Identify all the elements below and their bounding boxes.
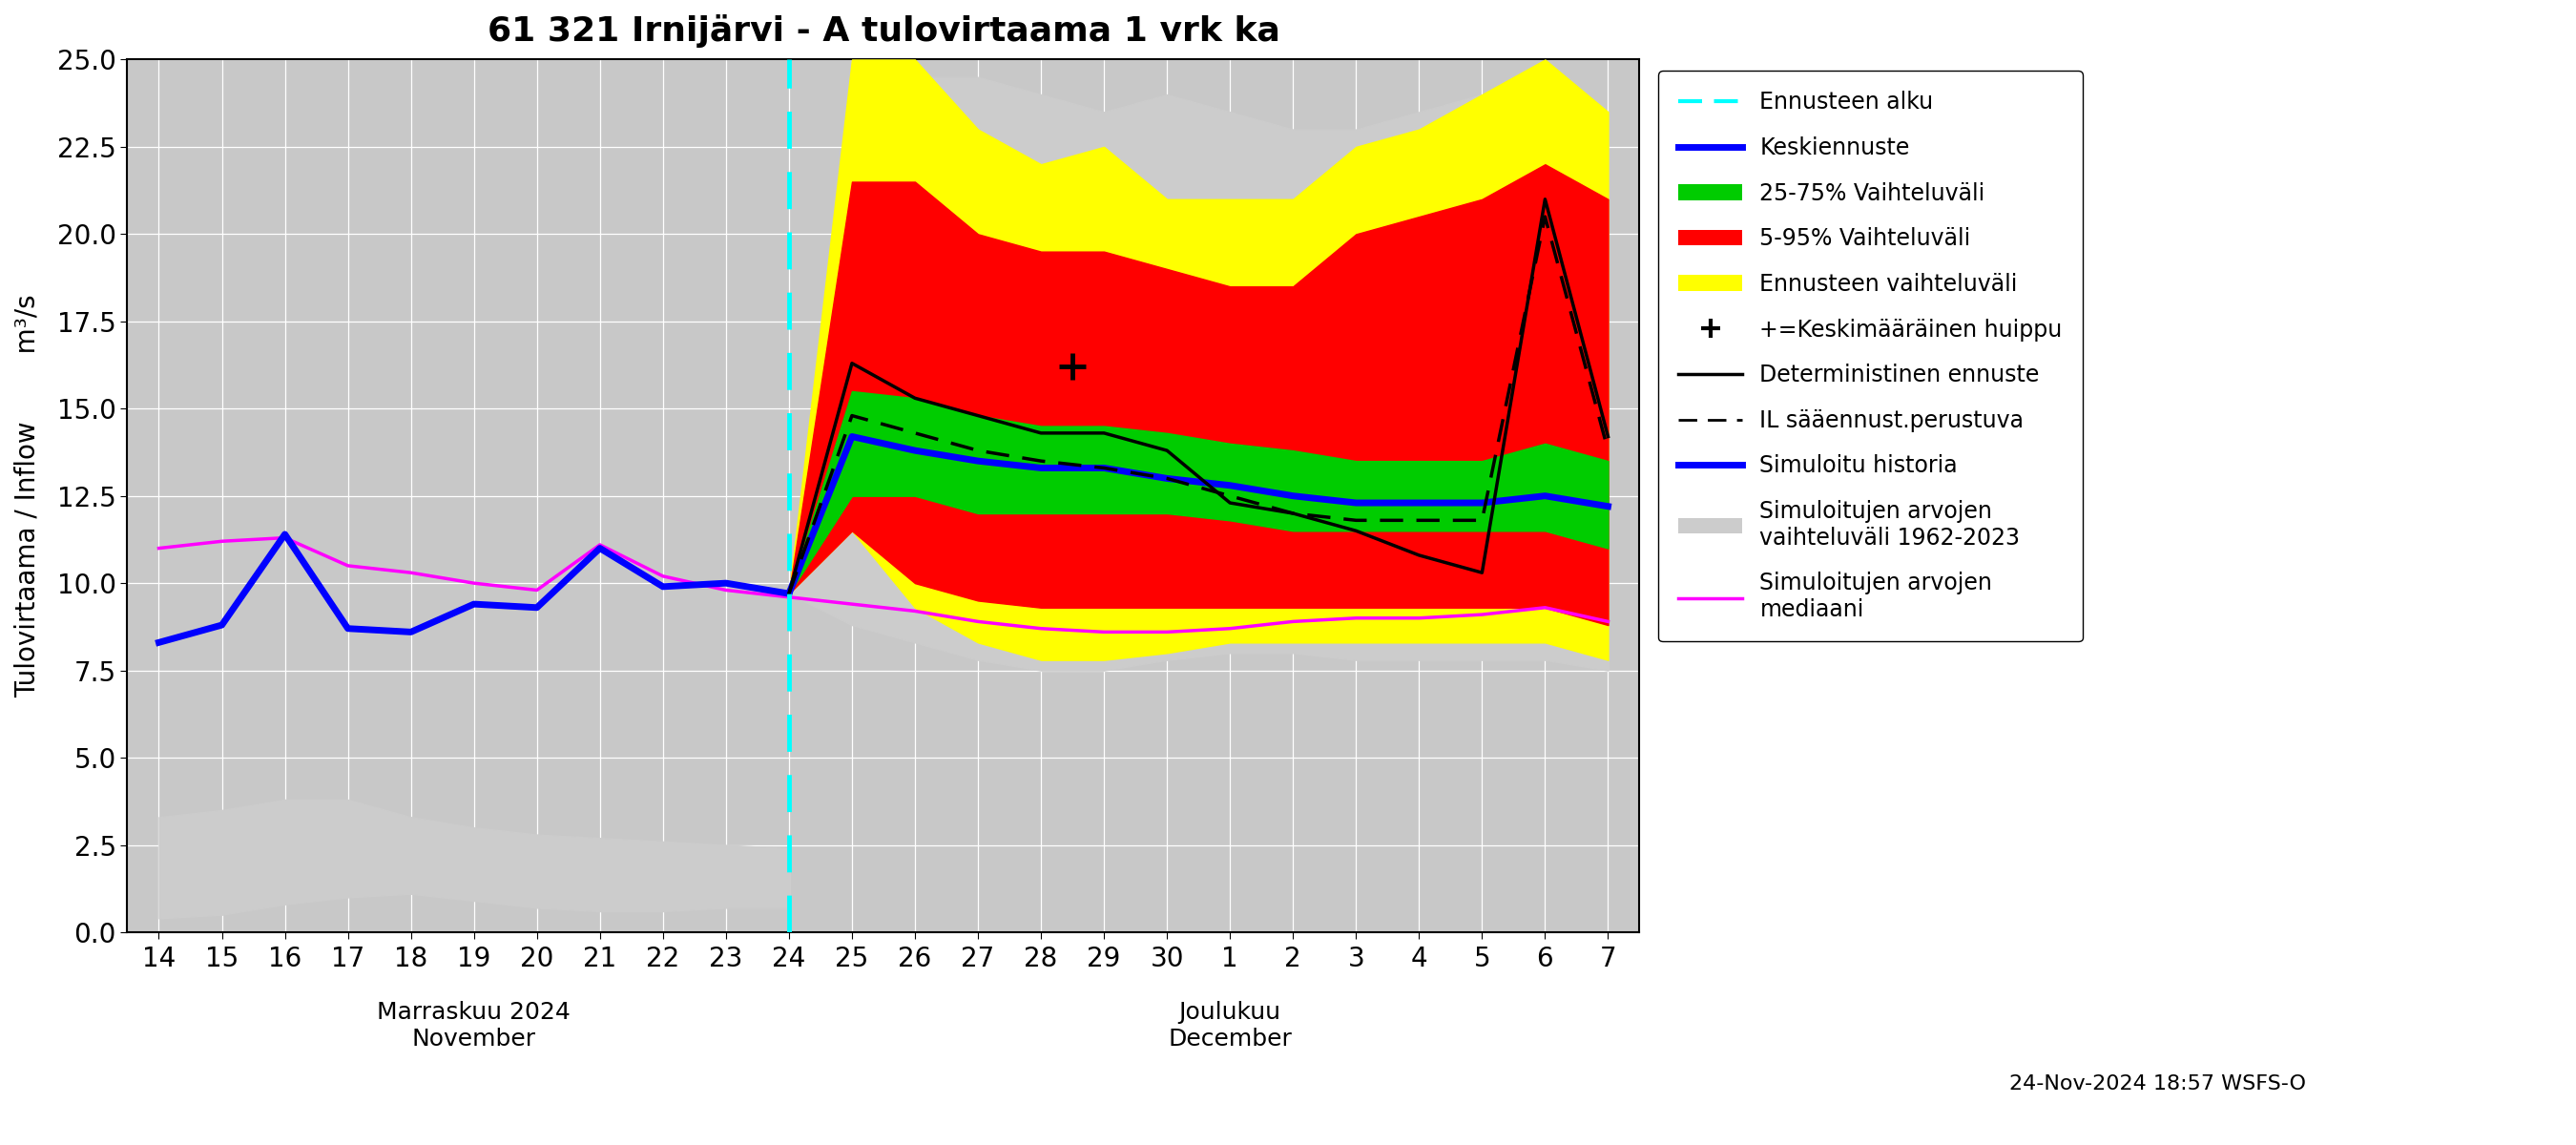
Title: 61 321 Irnijärvi - A tulovirtaama 1 vrk ka: 61 321 Irnijärvi - A tulovirtaama 1 vrk … (487, 14, 1280, 48)
Text: Joulukuu
December: Joulukuu December (1167, 1001, 1293, 1051)
Y-axis label: Tulovirtaama / Inflow        m³/s: Tulovirtaama / Inflow m³/s (15, 294, 41, 697)
Text: 24-Nov-2024 18:57 WSFS-O: 24-Nov-2024 18:57 WSFS-O (2009, 1074, 2306, 1093)
Legend: Ennusteen alku, Keskiennuste, 25-75% Vaihteluväli, 5-95% Vaihteluväli, Ennusteen: Ennusteen alku, Keskiennuste, 25-75% Vai… (1659, 71, 2084, 641)
Text: Marraskuu 2024
November: Marraskuu 2024 November (376, 1001, 572, 1051)
